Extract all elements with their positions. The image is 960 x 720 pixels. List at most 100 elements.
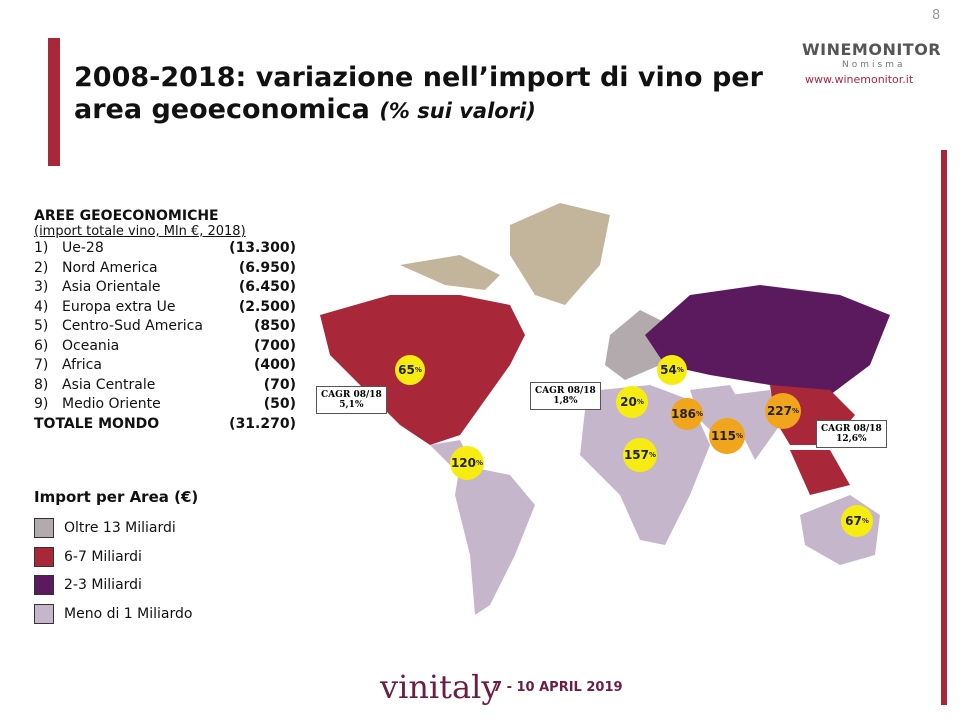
- accent-bar: [941, 150, 947, 705]
- cagr-label: CAGR 08/18: [321, 390, 382, 400]
- legend-label: Oltre 13 Miliardi: [64, 520, 176, 537]
- list-number: 1): [34, 240, 49, 256]
- bubble-unit: %: [476, 459, 484, 467]
- list-value: (2.500): [238, 298, 296, 315]
- list-area: Europa extra Ue: [62, 298, 176, 315]
- page-number: 8: [932, 8, 941, 23]
- list-number: 9): [34, 396, 49, 412]
- legend-item: Meno di 1 Miliardo: [34, 600, 198, 629]
- bubble-unit: %: [792, 407, 800, 415]
- bubble-value: 54: [660, 363, 677, 377]
- list-heading: AREE GEOECONOMICHE: [34, 208, 219, 224]
- list-row: 6) Oceania (700): [34, 337, 296, 357]
- bubble-unit: %: [736, 432, 744, 440]
- list-row: 7) Africa (400): [34, 356, 296, 376]
- bubble-value: 115: [710, 429, 737, 443]
- list-value: (400): [253, 357, 296, 373]
- bubble-value: 20: [620, 395, 637, 409]
- legend-swatch: [34, 603, 54, 624]
- list-area: Centro-Sud America: [62, 318, 203, 334]
- legend: Import per Area (€) Oltre 13 Miliardi 6-7…: [34, 488, 198, 628]
- legend-item: 6-7 Miliardi: [34, 543, 198, 572]
- growth-bubble: 186%: [671, 398, 703, 430]
- growth-bubble: 20%: [616, 386, 648, 418]
- growth-bubble: 67%: [841, 505, 873, 537]
- title-note: (% sui valori): [379, 99, 536, 123]
- bubble-unit: %: [414, 366, 422, 374]
- cagr-label: CAGR 08/18: [535, 386, 596, 396]
- list-area: Asia Centrale: [62, 376, 156, 393]
- list-row: 8) Asia Centrale (70): [34, 376, 296, 396]
- list-number: 6): [34, 337, 49, 354]
- accent-bar: [48, 38, 60, 166]
- legend-item: 2-3 Miliardi: [34, 571, 198, 600]
- list-area: Ue-28: [62, 240, 104, 256]
- footer-dates: 7 - 10 APRIL 2019: [493, 680, 623, 695]
- list-value: (700): [253, 337, 296, 354]
- total-label: TOTALE MONDO: [34, 415, 160, 432]
- list-row: 5) Centro-Sud America (850): [34, 317, 296, 337]
- bubble-unit: %: [676, 366, 684, 374]
- list-value: (70): [263, 376, 296, 393]
- cagr-box: CAGR 08/18 1,8%: [530, 382, 601, 410]
- legend-swatch: [34, 546, 54, 567]
- legend-item: Oltre 13 Miliardi: [34, 514, 198, 543]
- list-number: 7): [34, 357, 49, 373]
- list-number: 5): [34, 318, 49, 334]
- list-row: 1) Ue-28 (13.300): [34, 239, 296, 259]
- logo-url: www.winemonitor.it: [805, 73, 914, 86]
- growth-bubble: 227%: [765, 393, 801, 429]
- list-total: TOTALE MONDO (31.270): [34, 415, 296, 435]
- southeast-asia: [790, 450, 850, 495]
- growth-bubble: 65%: [395, 355, 425, 385]
- legend-swatch: [34, 575, 54, 596]
- world-map: [320, 203, 890, 615]
- list-value: (6.950): [238, 259, 296, 276]
- bubble-value: 227: [766, 404, 793, 418]
- cagr-box: CAGR 08/18 5,1%: [316, 386, 387, 414]
- list-row: 3) Asia Orientale (6.450): [34, 278, 296, 298]
- greenland: [510, 203, 610, 305]
- bubble-value: 186: [670, 407, 697, 421]
- list-area: Asia Orientale: [62, 279, 161, 295]
- bubble-unit: %: [636, 398, 644, 406]
- bubble-value: 65: [398, 363, 415, 377]
- south-america: [455, 465, 535, 615]
- arctic-islands: [400, 255, 500, 290]
- list-value: (6.450): [238, 279, 296, 295]
- cagr-value: 12,6%: [836, 434, 867, 444]
- list-number: 4): [34, 298, 49, 315]
- legend-label: 2-3 Miliardi: [64, 577, 142, 594]
- russia: [645, 285, 890, 395]
- list-number: 2): [34, 259, 49, 276]
- cagr-value: 5,1%: [339, 400, 364, 410]
- list-area: Oceania: [62, 337, 120, 354]
- title-main: 2008-2018: variazione nell’import di vin…: [74, 62, 763, 125]
- total-value: (31.270): [229, 415, 296, 432]
- growth-bubble: 120%: [450, 446, 484, 480]
- bubble-unit: %: [696, 410, 704, 418]
- list-value: (13.300): [229, 240, 296, 256]
- logo-name: WINEMONITOR: [802, 40, 942, 59]
- growth-bubble: 157%: [623, 438, 657, 472]
- bubble-unit: %: [649, 451, 657, 459]
- title: 2008-2018: variazione nell’import di vin…: [74, 62, 794, 127]
- list-number: 3): [34, 279, 49, 295]
- list-area: Africa: [62, 357, 102, 373]
- list-area: Nord America: [62, 259, 158, 276]
- bubble-value: 157: [623, 448, 650, 462]
- legend-title: Import per Area (€): [34, 488, 199, 506]
- bubble-value: 120: [450, 456, 477, 470]
- cagr-box: CAGR 08/18 12,6%: [816, 420, 887, 448]
- list-number: 8): [34, 376, 49, 393]
- bubble-value: 67: [845, 514, 862, 528]
- list-subheading: (import totale vino, Mln €, 2018): [34, 224, 246, 239]
- area-list: AREE GEOECONOMICHE (import totale vino, …: [34, 208, 296, 434]
- list-row: 4) Europa extra Ue (2.500): [34, 298, 296, 318]
- footer-brand: vinitaly: [380, 668, 500, 706]
- list-value: (850): [253, 318, 296, 334]
- list-area: Medio Oriente: [62, 396, 161, 412]
- legend-label: 6-7 Miliardi: [64, 548, 142, 565]
- growth-bubble: 54%: [657, 355, 687, 385]
